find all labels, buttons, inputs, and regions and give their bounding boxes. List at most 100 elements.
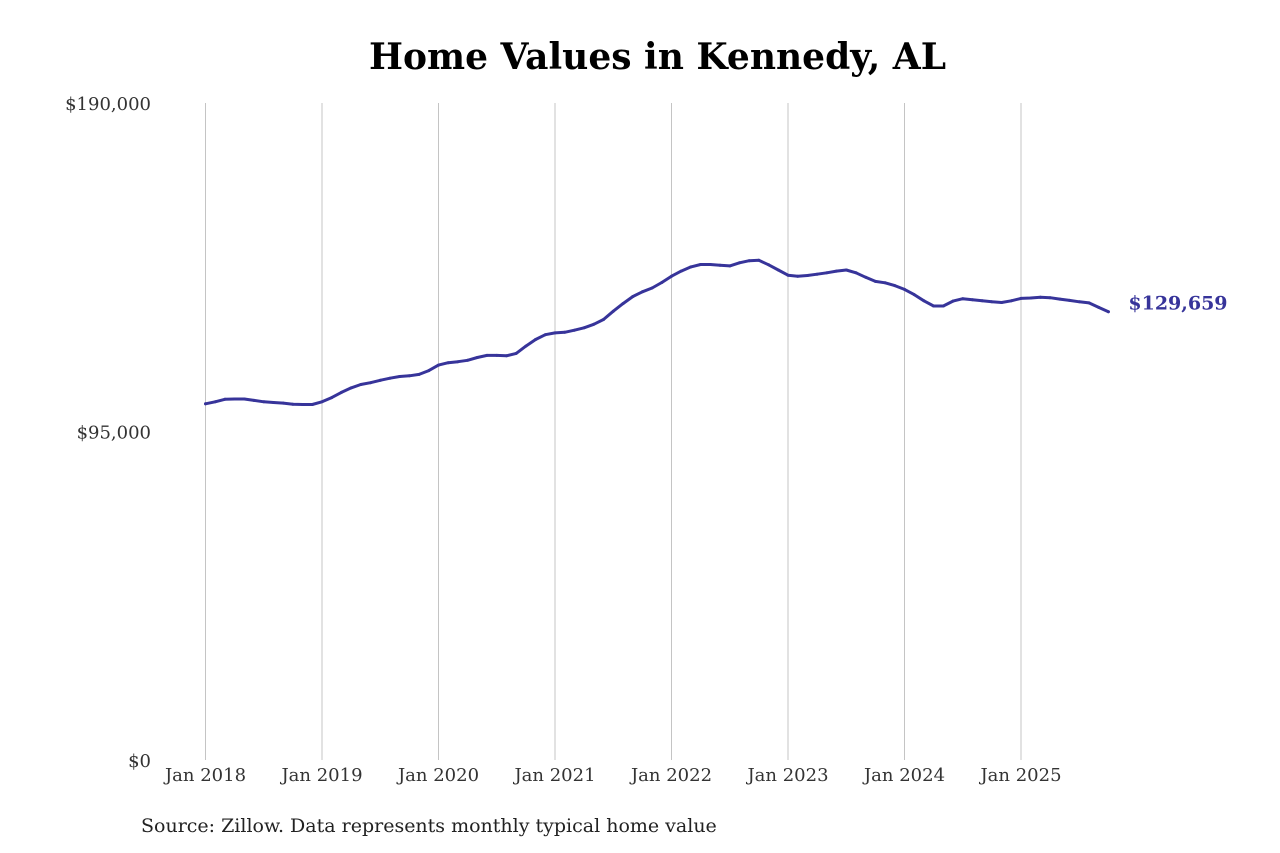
x-tick-label: Jan 2020	[396, 765, 479, 786]
data-point	[786, 273, 790, 277]
data-point	[281, 401, 285, 405]
x-tick-label: Jan 2022	[629, 765, 712, 786]
data-point	[864, 275, 868, 279]
data-point	[1019, 296, 1023, 300]
data-point	[466, 358, 470, 362]
data-point	[805, 274, 809, 277]
data-point	[631, 295, 635, 299]
data-point	[689, 265, 693, 269]
data-point	[233, 397, 237, 401]
data-point	[330, 396, 334, 400]
data-point	[835, 269, 838, 273]
data-point	[1029, 296, 1033, 300]
data-point	[1058, 297, 1062, 301]
data-point	[825, 271, 829, 275]
data-point	[291, 402, 295, 406]
data-point	[747, 259, 751, 263]
data-point	[757, 258, 761, 262]
data-point	[456, 360, 460, 364]
annotations: $129,659	[1128, 293, 1227, 315]
data-point	[378, 378, 382, 382]
y-axis-tick-labels: $0 $95,000 $190,000	[65, 94, 151, 772]
data-point	[204, 402, 207, 406]
x-tick-label: Jan 2018	[163, 765, 246, 786]
data-point	[844, 268, 848, 272]
data-point	[873, 279, 877, 283]
y-tick-label: $0	[128, 751, 151, 772]
data-point	[1087, 301, 1091, 305]
data-point	[815, 272, 819, 276]
data-point	[417, 372, 421, 376]
data-point	[1106, 310, 1110, 314]
data-point	[446, 361, 450, 365]
data-point	[951, 299, 955, 303]
data-point	[961, 297, 965, 301]
data-point	[359, 383, 363, 386]
x-tick-label: Jan 2019	[279, 765, 362, 786]
data-point	[262, 400, 266, 404]
data-point	[272, 401, 275, 404]
data-point	[495, 353, 499, 357]
data-point	[407, 374, 411, 378]
data-point	[776, 268, 780, 272]
data-point	[252, 398, 256, 402]
data-point	[505, 354, 508, 358]
data-point	[718, 263, 722, 267]
x-gridlines	[205, 103, 1022, 760]
source-note: Source: Zillow. Data represents monthly …	[141, 815, 717, 837]
x-axis-tick-labels: Jan 2018 Jan 2019 Jan 2020 Jan 2021 Jan 2022…	[163, 765, 1062, 786]
data-point	[971, 298, 974, 302]
data-point	[553, 331, 557, 335]
data-point	[728, 264, 732, 268]
data-point	[941, 304, 945, 308]
data-point	[912, 293, 916, 297]
data-point	[738, 261, 741, 265]
data-point	[524, 344, 528, 348]
y-tick-label: $190,000	[65, 94, 151, 115]
data-point	[1048, 296, 1052, 300]
data-point	[699, 263, 703, 266]
data-point	[213, 400, 217, 404]
data-point	[592, 322, 596, 326]
data-point	[660, 281, 664, 284]
data-point	[903, 287, 906, 291]
data-point	[534, 338, 538, 341]
data-point	[301, 403, 305, 406]
data-point	[708, 263, 712, 266]
data-point	[427, 369, 431, 373]
data-point	[320, 400, 324, 404]
data-point	[369, 381, 372, 385]
data-point	[650, 286, 654, 290]
data-point	[582, 326, 586, 330]
data-point	[796, 274, 800, 278]
data-point	[679, 269, 683, 273]
data-point	[893, 284, 897, 288]
data-point	[670, 274, 673, 278]
y-tick-label: $95,000	[77, 423, 151, 444]
data-point	[1000, 301, 1004, 304]
data-point	[980, 299, 984, 303]
data-point	[621, 302, 625, 306]
x-tick-label: Jan 2023	[745, 765, 828, 786]
data-point	[437, 363, 440, 367]
data-point	[310, 403, 314, 406]
data-point	[1068, 298, 1071, 302]
data-point	[223, 397, 227, 401]
data-point	[398, 375, 402, 378]
data-point	[767, 263, 771, 267]
x-tick-label: Jan 2024	[862, 765, 945, 786]
data-point	[1077, 300, 1081, 304]
data-point	[339, 390, 343, 394]
data-point	[1097, 305, 1101, 309]
x-tick-label: Jan 2025	[978, 765, 1061, 786]
data-point	[475, 356, 479, 359]
data-point	[388, 376, 392, 380]
series-group	[204, 258, 1110, 406]
chart-title: Home Values in Kennedy, AL	[368, 36, 947, 78]
series-line	[204, 258, 1110, 406]
data-point	[883, 281, 887, 285]
data-point	[485, 353, 489, 357]
data-point	[563, 330, 567, 334]
data-point	[543, 333, 547, 337]
